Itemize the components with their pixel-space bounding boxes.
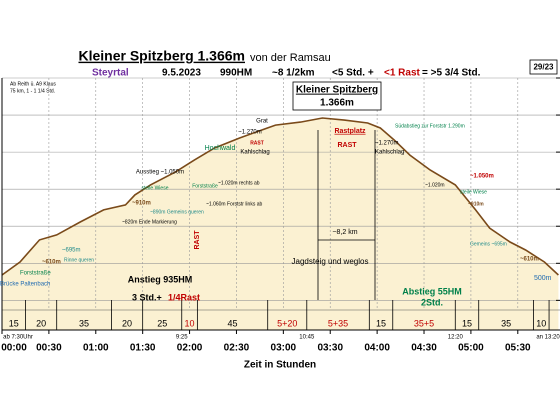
annotation: Rastplatz: [334, 128, 366, 135]
annotation: Forststraße: [192, 183, 218, 189]
x-tick-label: 01:00: [83, 343, 109, 354]
x-axis-title: Zeit in Stunden: [244, 360, 316, 371]
annotation: Jagdsteig und weglos: [292, 257, 369, 266]
region: Steyrtal: [92, 68, 129, 79]
annotation: ~1.060m Forststr links ab: [206, 201, 262, 207]
annotation: Kahlschlag: [240, 150, 269, 156]
x-tick-label: 00:00: [1, 343, 27, 354]
annotation: 3 Std.+: [132, 292, 162, 302]
annotation: 2Std.: [421, 297, 443, 307]
x-tick-label: 03:00: [271, 343, 297, 354]
x-tick-label: 04:30: [411, 343, 437, 354]
annotation: ~8,2 km: [332, 229, 357, 236]
duration-label: 15: [462, 318, 472, 328]
duration-label: 15: [376, 318, 386, 328]
annotation: steile Wiese: [460, 189, 487, 195]
duration-label: 25: [157, 318, 167, 328]
x-tick-label: 02:00: [177, 343, 203, 354]
annotation: Kleiner Spitzberg: [296, 85, 378, 96]
time-walk: <5 Std. +: [332, 68, 374, 79]
x-tick-label: 04:00: [364, 343, 390, 354]
time-rest: <1 Rast: [384, 68, 421, 79]
chart-subtitle: von der Ramsau: [250, 52, 331, 64]
annotation: ~695m: [62, 248, 81, 254]
annotation: Rinne queren: [64, 257, 94, 263]
time-total: = >5 3/4 Std.: [422, 68, 481, 79]
duration-label: 35: [501, 318, 511, 328]
annotation: RAST: [194, 230, 201, 250]
annotation: ~910m: [468, 201, 484, 207]
annotation: Hochwald: [205, 145, 236, 152]
annotation: ~910m: [132, 201, 151, 207]
clock-label: 10:45: [299, 335, 315, 341]
distance: ~8 1/2km: [272, 68, 315, 79]
annotation: Ausstieg ~1.050m: [136, 170, 184, 176]
page-number: 29/23: [533, 63, 554, 72]
annotation: ~1.020m: [425, 182, 445, 188]
clock-label: 9:25: [176, 335, 188, 341]
x-tick-label: 00:30: [36, 343, 62, 354]
clock-label: an 13:20: [536, 335, 560, 341]
note: Ab Reith ü. A9 Klaus: [10, 81, 56, 87]
x-tick-label: 03:30: [317, 343, 343, 354]
duration-label: 20: [122, 318, 132, 328]
annotation: ~890m Gemeins queren: [150, 209, 204, 215]
annotation: 500m: [534, 275, 552, 282]
duration-label: 15: [9, 318, 19, 328]
clock-label: 12:20: [448, 335, 464, 341]
annotation: 1.366m: [320, 98, 354, 109]
annotation: ~1.050m: [470, 174, 494, 180]
annotation: ~610m: [42, 260, 61, 266]
annotation: Forststraße: [20, 271, 51, 277]
date: 9.5.2023: [162, 68, 201, 79]
duration-label: 45: [228, 318, 238, 328]
duration-label: 10: [185, 318, 195, 328]
x-tick-label: 05:00: [458, 343, 484, 354]
annotation: steile Wiese: [142, 185, 169, 191]
x-tick-label: 02:30: [224, 343, 250, 354]
annotation: ~820m Ende Markierung: [122, 219, 177, 225]
annotation: RAST: [250, 140, 264, 146]
annotation: Anstieg 935HM: [128, 274, 193, 284]
annotation: Gemeins ~695m: [470, 241, 507, 247]
annotation: RAST: [337, 142, 357, 149]
clock-label: ab 7:30Uhr: [3, 335, 33, 341]
annotation: ~610m: [520, 257, 539, 263]
profile-line: [1, 117, 559, 276]
duration-label: 5+35: [328, 318, 348, 328]
annotation: Südabstieg zur Forststr 1.290m: [395, 123, 465, 129]
annotation: Abstieg 55HM: [402, 286, 462, 296]
x-tick-label: 05:30: [505, 343, 531, 354]
profile-area: [2, 118, 559, 330]
annotation: ~1.270m: [375, 141, 399, 147]
duration-label: 35: [79, 318, 89, 328]
summit-box: [292, 81, 382, 111]
duration-label: 20: [36, 318, 46, 328]
annotation: Grat: [256, 119, 268, 125]
annotation: Brücke Paltenbach: [0, 282, 50, 288]
duration-label: 5+20: [277, 318, 297, 328]
note: 75 km, 1 - 1 1/4 Std.: [10, 88, 55, 94]
duration-label: 10: [536, 318, 546, 328]
page-box: [529, 59, 558, 75]
ascent: 990HM: [220, 68, 252, 79]
annotation: 1/4Rast: [168, 292, 200, 302]
annotation: ~1.020m rechts ab: [218, 180, 260, 186]
annotation: Kahlschlag: [375, 150, 404, 156]
duration-label: 35+5: [414, 318, 434, 328]
x-tick-label: 01:30: [130, 343, 156, 354]
annotation: ~1.270m: [238, 130, 262, 136]
chart-title: Kleiner Spitzberg 1.366m: [78, 48, 245, 64]
